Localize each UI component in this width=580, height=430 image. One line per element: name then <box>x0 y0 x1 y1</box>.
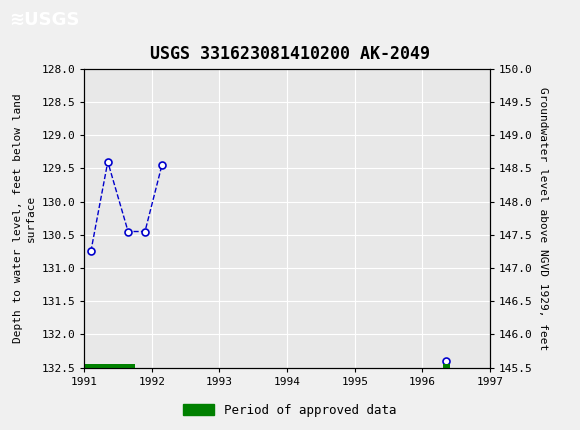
Text: USGS 331623081410200 AK-2049: USGS 331623081410200 AK-2049 <box>150 45 430 63</box>
Y-axis label: Groundwater level above NGVD 1929, feet: Groundwater level above NGVD 1929, feet <box>538 86 549 350</box>
Legend: Period of approved data: Period of approved data <box>178 399 402 422</box>
Bar <box>443 364 450 369</box>
Text: ≋USGS: ≋USGS <box>9 11 79 29</box>
Bar <box>84 364 135 369</box>
Y-axis label: Depth to water level, feet below land
surface: Depth to water level, feet below land su… <box>13 93 36 343</box>
